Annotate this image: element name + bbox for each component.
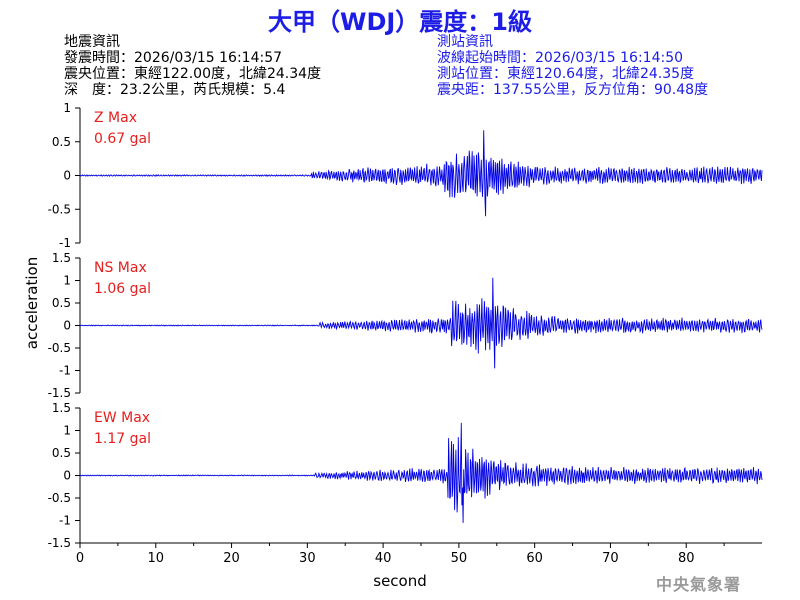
- z-y-tick-label: -1: [59, 236, 71, 250]
- ew-y-tick-label: 0: [63, 469, 71, 483]
- ew-y-tick-label: 1.5: [52, 401, 71, 415]
- z-max-label: Z Max: [94, 110, 137, 126]
- event-info-heading: 地震資訊: [64, 34, 120, 50]
- z-waveform-line: [79, 130, 763, 217]
- ew-y-tick-label: 0.5: [52, 446, 71, 460]
- ns-max-value: 1.06 gal: [94, 281, 151, 297]
- origin-time: 發震時間：2026/03/15 16:14:57: [64, 50, 283, 66]
- x-tick-label: 60: [526, 551, 543, 566]
- ns-max-label: NS Max: [94, 260, 147, 276]
- x-tick-label: 0: [76, 551, 84, 566]
- ns-y-tick-label: -0.5: [48, 341, 71, 355]
- ns-y-tick-label: 0: [63, 319, 71, 333]
- z-y-tick-label: -0.5: [48, 202, 71, 216]
- z-max-value: 0.67 gal: [94, 131, 151, 147]
- event-info-block: 地震資訊 發震時間：2026/03/15 16:14:57 震央位置：東經122…: [64, 34, 321, 98]
- x-axis-title: second: [373, 572, 427, 590]
- station-location: 測站位置：東經120.64度，北緯24.35度: [437, 66, 695, 82]
- page-title: 大甲（WDJ）震度：1級: [267, 8, 533, 36]
- x-tick-label: 70: [602, 551, 619, 566]
- watermark: 中央氣象署: [656, 575, 742, 594]
- ns-y-tick-label: -1: [59, 364, 71, 378]
- ns-y-tick-label: 1.5: [52, 251, 71, 265]
- x-tick-label: 50: [451, 551, 468, 566]
- ew-max-value: 1.17 gal: [94, 431, 151, 447]
- distance-azimuth: 震央距：137.55公里，反方位角：90.48度: [437, 82, 709, 98]
- x-tick-label: 20: [223, 551, 240, 566]
- ns-y-tick-label: 1: [63, 274, 71, 288]
- ns-y-tick-label: -1.5: [48, 386, 71, 400]
- x-tick-label: 30: [299, 551, 316, 566]
- z-y-tick-label: 1: [63, 101, 71, 115]
- x-tick-label: 80: [678, 551, 695, 566]
- y-axis-title: acceleration: [23, 257, 41, 349]
- x-tick-label: 40: [375, 551, 392, 566]
- ns-waveform-line: [79, 277, 763, 369]
- epicenter-location: 震央位置：東經122.00度，北緯24.34度: [64, 66, 322, 82]
- ew-max-label: EW Max: [94, 410, 150, 426]
- ew-y-tick-label: -1: [59, 514, 71, 528]
- x-tick-label: 10: [148, 551, 165, 566]
- ew-y-tick-label: 1: [63, 424, 71, 438]
- z-y-tick-label: 0: [63, 169, 71, 183]
- station-info-block: 測站資訊 波線起始時間：2026/03/15 16:14:50 測站位置：東經1…: [437, 34, 708, 98]
- ew-y-tick-label: -0.5: [48, 491, 71, 505]
- ew-waveform-line: [80, 422, 763, 523]
- station-info-heading: 測站資訊: [437, 34, 493, 50]
- ew-y-tick-label: -1.5: [48, 536, 71, 550]
- wave-start-time: 波線起始時間：2026/03/15 16:14:50: [437, 50, 684, 66]
- ns-y-tick-label: 0.5: [52, 296, 71, 310]
- z-y-tick-label: 0.5: [52, 135, 71, 149]
- depth-magnitude: 深 度：23.2公里，芮氏規模：5.4: [64, 82, 286, 98]
